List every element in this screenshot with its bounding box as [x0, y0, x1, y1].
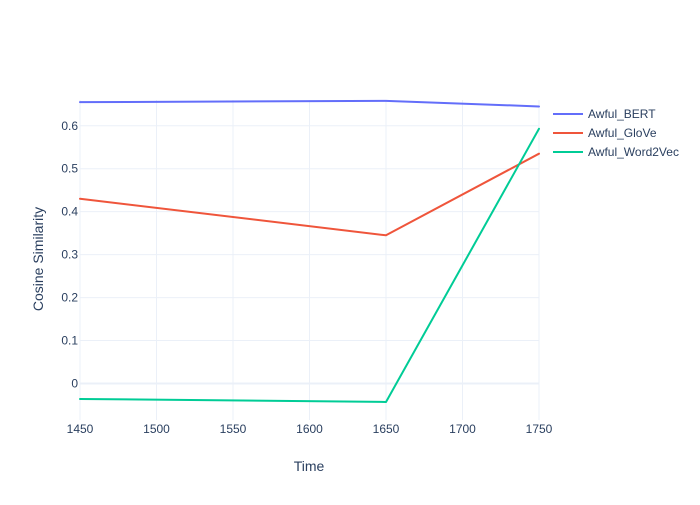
legend-item[interactable]: Awful_Word2Vec: [553, 145, 679, 159]
x-tick-label: 1650: [373, 422, 400, 436]
x-axis-ticks: 1450 1500 1550 1600 1650 1700 1750: [67, 422, 553, 436]
legend-item[interactable]: Awful_GloVe: [553, 126, 657, 140]
y-tick-label: 0.2: [61, 291, 78, 305]
y-tick-label: 0.6: [61, 119, 78, 133]
y-tick-label: 0.3: [61, 248, 78, 262]
y-axis-title: Cosine Similarity: [30, 207, 46, 311]
series-line-awful-glove[interactable]: [79, 152, 540, 237]
x-tick-label: 1550: [220, 422, 247, 436]
x-tick-label: 1700: [449, 422, 476, 436]
x-tick-label: 1750: [526, 422, 553, 436]
x-axis-title: Time: [294, 458, 325, 474]
grid: [79, 100, 540, 420]
series-line-awful-word2vec[interactable]: [79, 127, 540, 403]
legend-label: Awful_Word2Vec: [588, 145, 679, 159]
series-line-awful-bert[interactable]: [79, 99, 540, 108]
legend-item[interactable]: Awful_BERT: [553, 107, 656, 121]
y-tick-label: 0.1: [61, 334, 78, 348]
y-tick-label: 0.5: [61, 162, 78, 176]
y-axis-ticks: 0 0.1 0.2 0.3 0.4 0.5 0.6: [61, 119, 78, 391]
legend-label: Awful_BERT: [588, 107, 656, 121]
legend-label: Awful_GloVe: [588, 126, 657, 140]
y-tick-label: 0: [71, 376, 78, 390]
x-tick-label: 1450: [67, 422, 94, 436]
series-lines: [79, 99, 540, 403]
y-tick-label: 0.4: [61, 205, 78, 219]
x-tick-label: 1500: [143, 422, 170, 436]
legend[interactable]: Awful_BERT Awful_GloVe Awful_Word2Vec: [553, 107, 679, 159]
x-tick-label: 1600: [296, 422, 323, 436]
